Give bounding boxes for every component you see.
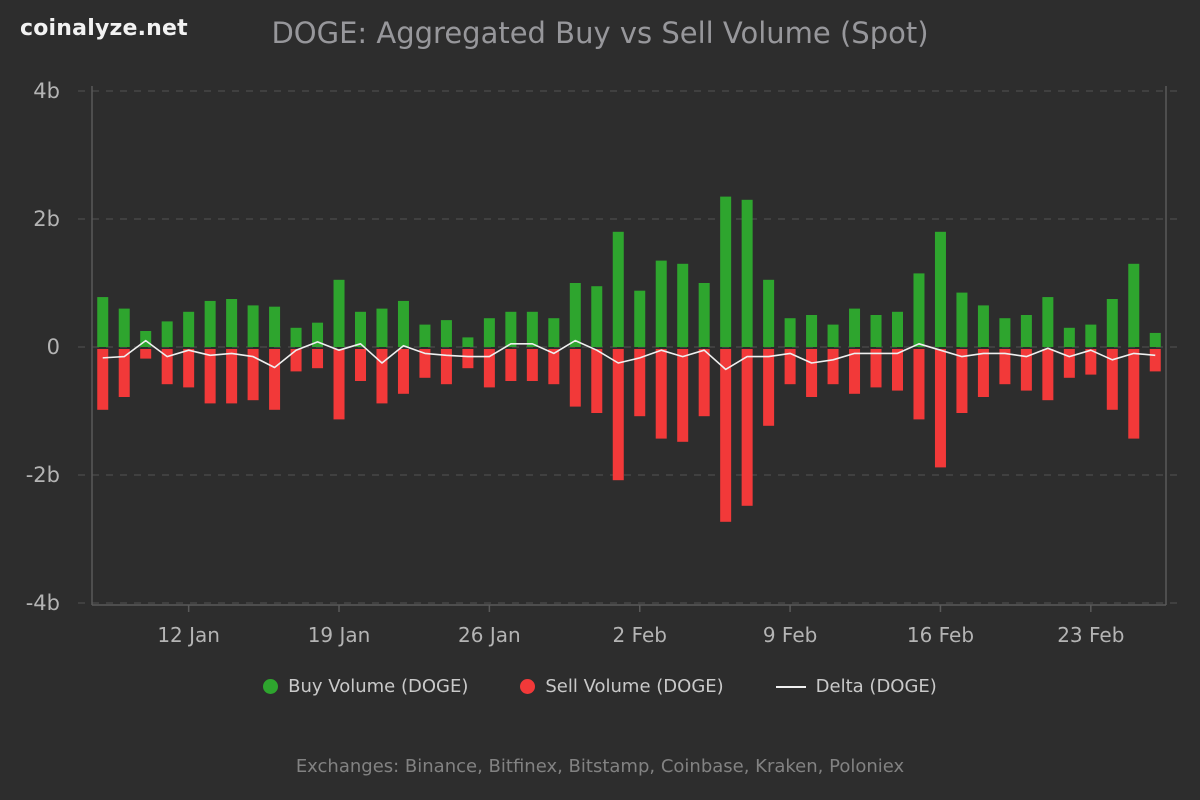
svg-text:2 Feb: 2 Feb <box>612 623 667 647</box>
legend-label-delta: Delta (DOGE) <box>815 676 937 697</box>
svg-text:4b: 4b <box>33 79 60 103</box>
svg-text:-4b: -4b <box>26 591 60 615</box>
exchanges-note: Exchanges: Binance, Bitfinex, Bitstamp, … <box>295 756 905 777</box>
legend: Buy Volume (DOGE) Sell Volume (DOGE) Del… <box>0 676 1200 697</box>
legend-item-sell-volume[interactable]: Sell Volume (DOGE) <box>520 676 724 697</box>
svg-text:19 Jan: 19 Jan <box>308 623 371 647</box>
svg-text:0: 0 <box>47 335 60 359</box>
legend-item-delta[interactable]: Delta (DOGE) <box>775 676 937 697</box>
svg-text:9 Feb: 9 Feb <box>763 623 818 647</box>
svg-text:16 Feb: 16 Feb <box>907 623 974 647</box>
svg-text:23 Feb: 23 Feb <box>1057 623 1124 647</box>
sell-volume-swatch-icon <box>520 679 536 694</box>
gridlines <box>78 90 1178 604</box>
legend-label-buy: Buy Volume (DOGE) <box>288 676 469 697</box>
buy-volume-bars <box>97 196 1161 347</box>
svg-text:2b: 2b <box>33 207 60 231</box>
legend-item-buy-volume[interactable]: Buy Volume (DOGE) <box>263 676 468 697</box>
coinalyze-logo[interactable]: coinalyze.net <box>20 16 188 41</box>
x-axis-labels: 12 Jan 19 Jan 26 Jan 2 Feb 9 Feb 16 Feb 23 Feb <box>157 605 1124 647</box>
svg-text:26 Jan: 26 Jan <box>458 623 521 647</box>
chart-title: DOGE: Aggregated Buy vs Sell Volume (Spo… <box>271 16 929 50</box>
delta-line-swatch-icon <box>775 685 806 688</box>
sell-volume-bars <box>97 349 1161 522</box>
axes <box>91 86 1167 606</box>
delta-line <box>102 339 1156 371</box>
legend-label-sell: Sell Volume (DOGE) <box>545 676 724 697</box>
svg-text:12 Jan: 12 Jan <box>157 623 220 647</box>
svg-text:-2b: -2b <box>26 463 60 487</box>
buy-volume-swatch-icon <box>263 679 279 694</box>
y-axis-labels: 4b 2b 0 -2b -4b <box>26 79 60 615</box>
